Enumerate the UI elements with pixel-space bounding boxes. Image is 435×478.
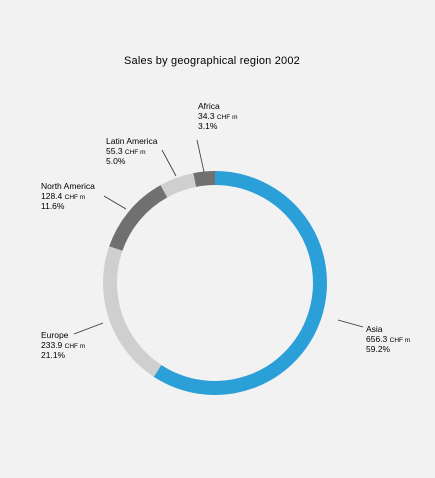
label-percent-africa: 3.1% (198, 121, 218, 131)
label-value-latin-america: 55.3 CHF m (106, 146, 146, 156)
label-name-latin-america: Latin America (106, 136, 158, 146)
label-name-europe: Europe (41, 330, 69, 340)
label-name-africa: Africa (198, 101, 220, 111)
label-percent-asia: 59.2% (366, 344, 391, 354)
label-value-north-america: 128.4 CHF m (41, 191, 85, 201)
label-value-africa: 34.3 CHF m (198, 111, 238, 121)
label-unit: CHF m (65, 194, 86, 201)
leader-line-latin-america (161, 149, 177, 177)
leader-line-africa (196, 139, 205, 173)
leader-line-asia (337, 319, 364, 328)
leader-line-north-america (103, 195, 127, 210)
label-unit: CHF m (65, 343, 86, 350)
label-unit: CHF m (217, 114, 238, 121)
label-name-north-america: North America (41, 181, 95, 191)
slice-europe (103, 246, 162, 377)
slice-latin-america (160, 173, 197, 198)
label-percent-north-america: 11.6% (41, 201, 65, 211)
donut-ring (103, 171, 327, 395)
slice-asia (153, 171, 327, 395)
label-unit: CHF m (390, 337, 411, 344)
leader-line-europe (73, 322, 104, 335)
label-percent-europe: 21.1% (41, 350, 66, 360)
label-name-asia: Asia (366, 324, 383, 334)
slice-africa (193, 171, 216, 187)
slice-north-america (109, 185, 168, 251)
label-unit: CHF m (125, 149, 146, 156)
chart-title: Sales by geographical region 2002 (124, 55, 300, 67)
label-value-europe: 233.9 CHF m (41, 340, 85, 350)
label-value-asia: 656.3 CHF m (366, 334, 410, 344)
label-percent-latin-america: 5.0% (106, 156, 126, 166)
